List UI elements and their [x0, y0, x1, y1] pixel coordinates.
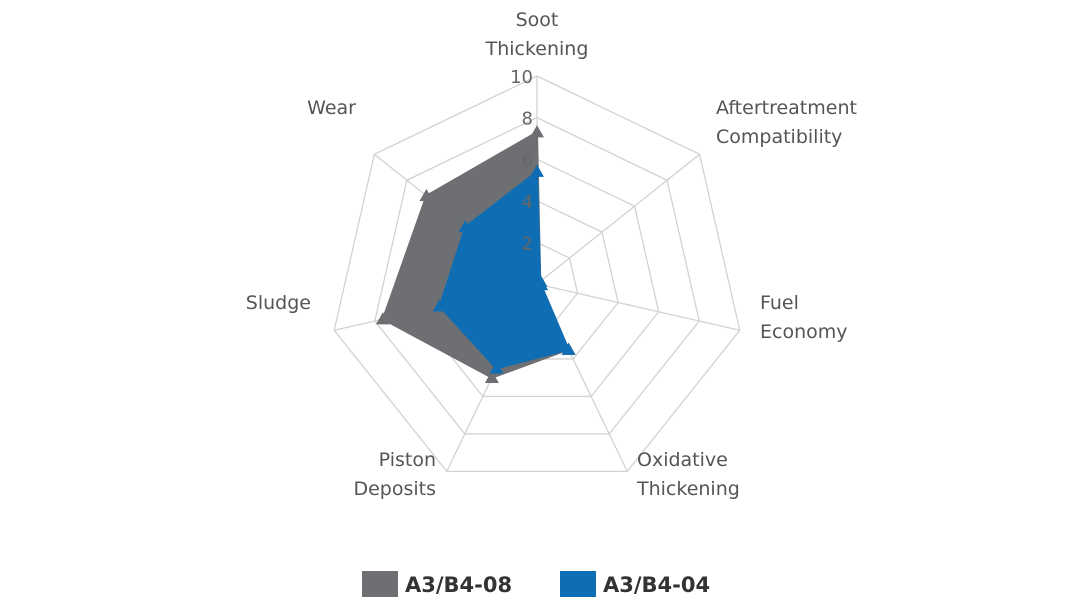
legend-swatch-series-1[interactable]: [362, 571, 398, 597]
grid-spoke: [536, 153, 701, 285]
axis-label-line: Oxidative: [637, 449, 728, 471]
axis-label-line: Sludge: [246, 292, 311, 314]
radar-series: [375, 125, 576, 383]
tick-label: 2: [522, 233, 533, 254]
legend-label-series-1[interactable]: A3/B4-08: [405, 573, 512, 597]
tick-label: 6: [522, 150, 533, 171]
data-point[interactable]: [489, 361, 504, 374]
legend: A3/B4-08 A3/B4-04: [362, 571, 710, 597]
axis-labels: Soot Thickening Aftertreatment Compatibilit…: [246, 9, 857, 500]
axis-label: Sludge: [246, 292, 311, 314]
axis-label-line: Piston: [379, 449, 436, 471]
legend-swatch-series-2[interactable]: [560, 571, 596, 597]
axis-label-line: Wear: [307, 97, 356, 119]
data-point[interactable]: [534, 277, 549, 291]
tick-label: 8: [522, 109, 533, 130]
axis-label-line: Compatibility: [716, 126, 842, 148]
grid-spoke: [536, 283, 740, 331]
axis-label: Wear: [307, 97, 356, 119]
axis-label: Piston Deposits: [353, 449, 436, 500]
axis-label-line: Thickening: [485, 38, 589, 60]
axis-label: Oxidative Thickening: [636, 449, 740, 500]
data-point[interactable]: [419, 188, 434, 202]
data-point[interactable]: [375, 312, 390, 325]
tick-label: 4: [522, 192, 533, 213]
axis-label-line: Deposits: [353, 478, 436, 500]
axis-label-line: Fuel: [760, 292, 799, 314]
data-point[interactable]: [484, 370, 499, 383]
data-point[interactable]: [458, 219, 473, 233]
axis-label-line: Economy: [760, 321, 848, 343]
data-point[interactable]: [530, 125, 544, 138]
data-point[interactable]: [561, 342, 576, 355]
grid-ring-10: [333, 75, 741, 473]
axis-label: Fuel Economy: [760, 292, 848, 343]
axis-label-line: Aftertreatment: [716, 97, 857, 119]
axis-label-line: Soot: [516, 9, 559, 31]
axis-label-line: Thickening: [636, 478, 740, 500]
tick-label: 10: [510, 67, 533, 88]
axis-label: Aftertreatment Compatibility: [716, 97, 857, 148]
data-point[interactable]: [530, 164, 544, 177]
series-2: [432, 164, 576, 374]
grid-ring-8: [374, 116, 700, 435]
data-point[interactable]: [432, 299, 447, 312]
legend-label-series-2[interactable]: A3/B4-04: [603, 573, 710, 597]
axis-label: Soot Thickening: [485, 9, 589, 60]
radial-ticks: 2 4 6 8 10: [510, 67, 533, 254]
